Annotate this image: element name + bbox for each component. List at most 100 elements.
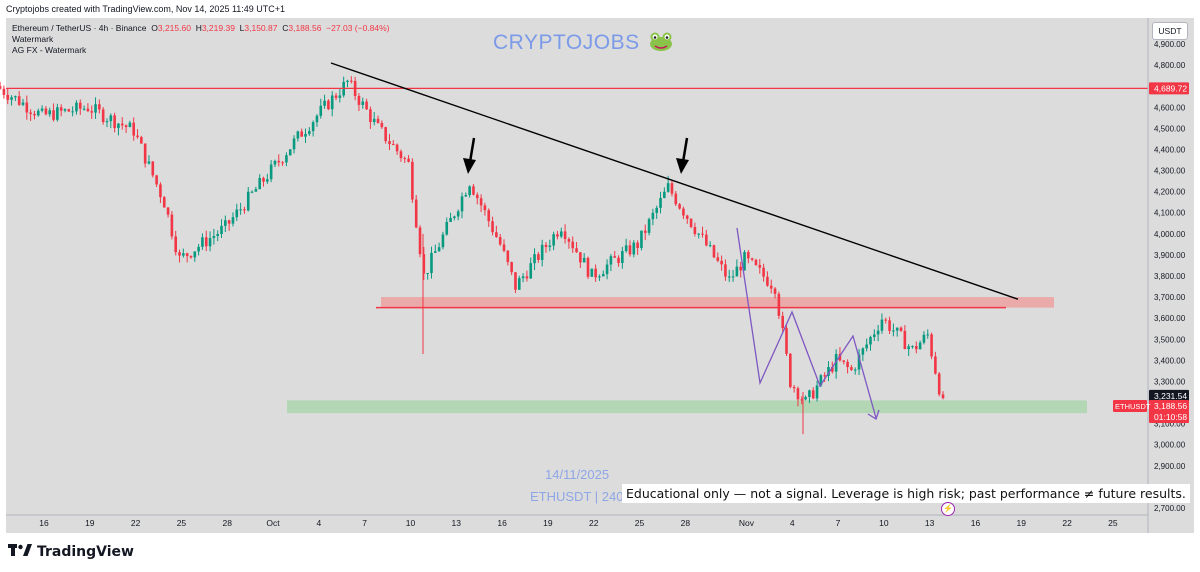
- x-tick-label: 19: [85, 518, 95, 528]
- candle-body: [441, 234, 445, 248]
- candle-body: [40, 108, 44, 111]
- candle-body: [460, 196, 464, 212]
- candle-body: [479, 198, 483, 206]
- candle-body: [262, 177, 265, 182]
- y-tick-label: 3,000.00: [1154, 441, 1186, 450]
- x-tick-label: 22: [589, 518, 599, 528]
- y-tick-label: 4,200.00: [1154, 188, 1186, 197]
- candle-body: [930, 334, 933, 357]
- candle-body: [777, 293, 781, 316]
- candle-body: [277, 160, 281, 163]
- candle-body: [78, 102, 82, 109]
- y-tick-label: 3,700.00: [1154, 293, 1186, 302]
- candle-body: [579, 252, 582, 263]
- candle-body: [29, 112, 32, 114]
- candle-body: [162, 197, 166, 208]
- candle-body: [674, 193, 678, 205]
- candle-body: [727, 276, 731, 278]
- candle-body: [914, 346, 918, 350]
- candle-body: [166, 207, 170, 215]
- candle-body: [808, 390, 811, 398]
- candle-body: [254, 189, 258, 192]
- candle-body: [750, 258, 754, 260]
- candle-body: [907, 346, 910, 350]
- y-tick-label: 3,600.00: [1154, 314, 1186, 323]
- candle-body: [685, 215, 689, 219]
- brand-text: CRYPTOJOBS: [493, 31, 640, 54]
- candle-body: [327, 100, 330, 110]
- candle-body: [533, 254, 536, 264]
- low-value: 3,150.87: [244, 23, 278, 33]
- y-tick-label: 4,400.00: [1154, 145, 1186, 154]
- candle-body: [243, 209, 246, 211]
- candle-body: [208, 238, 212, 247]
- x-tick-label: 7: [836, 518, 841, 528]
- candle-body: [762, 267, 765, 277]
- y-tick-label: 4,300.00: [1154, 167, 1186, 176]
- y-tick-label: 2,700.00: [1154, 504, 1186, 513]
- candle-body: [25, 102, 29, 113]
- candle-body: [697, 233, 701, 235]
- candle-body: [628, 245, 632, 255]
- candle-body: [571, 241, 575, 249]
- resistance-zone: [381, 297, 1054, 308]
- candle-body: [227, 220, 231, 224]
- candle-body: [873, 334, 876, 337]
- candle-body: [147, 161, 151, 164]
- candle-body: [426, 273, 429, 275]
- currency-button[interactable]: USDT: [1152, 22, 1188, 40]
- x-tick-label: 22: [131, 518, 141, 528]
- chart-area[interactable]: [6, 18, 1194, 533]
- candle-body: [731, 276, 735, 278]
- candle-body: [220, 225, 223, 235]
- candle-body: [44, 108, 48, 115]
- ticker-watermark: ETHUSDT | 240: [530, 489, 624, 504]
- candle-body: [445, 221, 449, 235]
- support-zone: [287, 400, 1087, 414]
- candle-body: [705, 234, 708, 246]
- candle-body: [86, 108, 90, 112]
- last-price-label-text: 3,188.56: [1154, 401, 1187, 411]
- candle-body: [567, 239, 571, 242]
- candle-body: [109, 115, 113, 122]
- candle-body: [498, 237, 502, 245]
- candle-body: [204, 237, 208, 247]
- candle-body: [36, 110, 40, 116]
- candle-body: [395, 144, 399, 152]
- candle-body: [834, 354, 838, 372]
- y-tick-label: 3,300.00: [1154, 377, 1186, 386]
- x-tick-label: 13: [925, 518, 935, 528]
- candle-body: [804, 397, 807, 400]
- candle-body: [693, 226, 697, 235]
- candle-body: [292, 138, 296, 150]
- candle-body: [449, 217, 452, 222]
- candle-body: [850, 367, 853, 370]
- candle-body: [670, 183, 674, 194]
- x-tick-label: 19: [543, 518, 553, 528]
- candle-body: [212, 236, 216, 239]
- low-label: L: [239, 23, 245, 33]
- x-tick-label: 7: [362, 518, 367, 528]
- candle-body: [273, 160, 277, 165]
- close-label: C: [282, 23, 289, 33]
- candle-body: [689, 218, 693, 227]
- symbol-legend: Ethereum / TetherUS · 4h · Binance O3,21…: [12, 23, 390, 33]
- candle-body: [601, 274, 605, 277]
- lightning-icon[interactable]: ⚡: [941, 502, 955, 516]
- candle-body: [59, 107, 63, 111]
- x-tick-label: 16: [39, 518, 49, 528]
- candle-body: [281, 162, 284, 164]
- y-tick-label: 4,600.00: [1154, 103, 1186, 112]
- candle-body: [2, 88, 6, 95]
- candle-body: [823, 375, 826, 377]
- candle-body: [563, 231, 567, 240]
- symbol-tag-text: ETHUSDT: [1115, 402, 1151, 411]
- candle-body: [678, 204, 681, 209]
- current-high-label-bg: [1149, 389, 1189, 402]
- candle-body: [888, 320, 891, 331]
- candle-body: [624, 245, 628, 252]
- candle-body: [720, 260, 723, 265]
- candle-body: [613, 256, 617, 258]
- watermark-label-2: AG FX - Watermark: [12, 45, 87, 55]
- tradingview-logo[interactable]: TradingView: [8, 544, 134, 560]
